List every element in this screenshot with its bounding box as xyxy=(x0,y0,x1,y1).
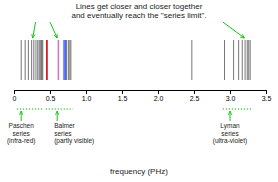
title-pointer xyxy=(50,22,57,38)
spectral-line xyxy=(242,40,243,80)
tick-mark xyxy=(122,90,123,94)
title-pointer xyxy=(223,22,245,38)
text-line: series xyxy=(54,130,72,137)
label-arrow xyxy=(21,111,22,121)
spectral-line xyxy=(63,40,65,80)
spectral-line xyxy=(21,40,22,80)
spectral-line xyxy=(70,40,71,80)
tick-mark xyxy=(14,90,15,94)
tick: 3.5 xyxy=(262,90,272,102)
plot-area xyxy=(21,40,250,80)
tick-mark xyxy=(266,90,267,94)
tick-label: 1.0 xyxy=(82,95,92,102)
label-arrow xyxy=(230,111,231,121)
tick-mark xyxy=(230,90,231,94)
spectral-line xyxy=(42,40,43,80)
x-axis: 0 0.5 1.0 1.5 2.0 2.5 3.0 3.5 xyxy=(13,90,272,102)
text-line: Balmer xyxy=(54,122,75,129)
tick-mark xyxy=(50,90,51,94)
spectral-line xyxy=(248,40,249,80)
tick-label: 2.0 xyxy=(154,95,164,102)
series-label: Lymanseries(ultra-violet) xyxy=(213,122,247,145)
text-line: (infra-red) xyxy=(7,137,36,145)
tick: 1.0 xyxy=(82,90,92,102)
spectral-line xyxy=(247,40,248,80)
tick: 0 xyxy=(13,90,17,102)
spectral-line xyxy=(238,40,239,80)
tick-label: 0 xyxy=(13,95,17,102)
series xyxy=(225,40,251,80)
series-label: Paschenseries(infra-red) xyxy=(7,122,36,145)
spectral-line xyxy=(25,40,26,80)
spectral-line xyxy=(41,40,42,80)
series xyxy=(67,40,71,80)
spectral-line xyxy=(64,40,66,80)
text-line: series xyxy=(221,130,239,137)
chart-svg: Lines get closer and closer togetherand … xyxy=(0,0,278,182)
series-label: Balmerseries(partly visible) xyxy=(54,122,94,145)
tick: 0.5 xyxy=(46,90,56,102)
spectral-line xyxy=(191,40,192,80)
title: Lines get closer and closer togetherand … xyxy=(71,2,206,20)
spectral-line xyxy=(245,40,246,80)
series xyxy=(191,40,192,80)
spectral-line xyxy=(37,40,38,80)
spectral-line xyxy=(66,40,67,80)
spectral-line xyxy=(68,40,69,80)
text-line: Lines get closer and closer together xyxy=(76,2,203,11)
series-bracket xyxy=(46,108,73,109)
text-line: and eventually reach the "series limit". xyxy=(71,11,206,20)
text-line: (ultra-violet) xyxy=(213,137,247,145)
label-arrow xyxy=(57,111,58,121)
spectral-line xyxy=(40,40,41,80)
spectral-line xyxy=(31,40,32,80)
spectral-line xyxy=(58,40,60,80)
spectral-line xyxy=(39,40,40,80)
title-pointer xyxy=(33,22,36,38)
tick: 2.0 xyxy=(154,90,164,102)
spectral-line xyxy=(250,40,251,80)
series-bracket xyxy=(223,108,252,109)
chart-container: Lines get closer and closer togetherand … xyxy=(0,0,278,182)
spectral-line xyxy=(224,40,225,80)
spectral-line xyxy=(33,40,34,80)
text-line: series xyxy=(13,130,31,137)
tick: 3.0 xyxy=(226,90,236,102)
text-line: (partly visible) xyxy=(54,137,94,145)
tick-mark xyxy=(86,90,87,94)
tick-label: 2.5 xyxy=(190,95,200,102)
series xyxy=(47,40,65,80)
tick-label: 0.5 xyxy=(46,95,56,102)
tick: 2.5 xyxy=(190,90,200,102)
series-bracket xyxy=(17,108,44,109)
spectral-line xyxy=(233,40,234,80)
tick: 1.5 xyxy=(118,90,128,102)
spectral-line xyxy=(46,40,48,80)
spectral-line xyxy=(42,40,43,80)
tick-mark xyxy=(194,90,195,94)
tick-label: 3.0 xyxy=(226,95,236,102)
spectral-line xyxy=(69,40,70,80)
series xyxy=(21,40,43,80)
spectral-line xyxy=(28,40,29,80)
spectral-line xyxy=(35,40,36,80)
axis-line xyxy=(15,91,267,95)
tick-label: 3.5 xyxy=(262,95,272,102)
tick-label: 1.5 xyxy=(118,95,128,102)
text-line: Paschen xyxy=(9,122,35,129)
tick-mark xyxy=(158,90,159,94)
x-axis-title: frequency (PHz) xyxy=(110,167,168,176)
